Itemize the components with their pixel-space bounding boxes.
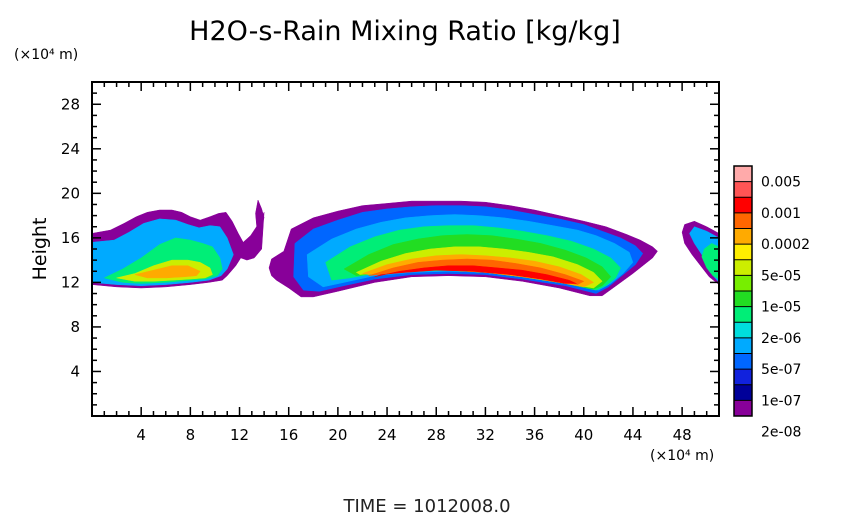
plot-layers	[91, 199, 720, 298]
colorbar-swatch-6	[734, 259, 752, 276]
y-ticks: 4 8 12 16 20 24 28	[61, 92, 719, 406]
colorbar-swatch-0	[734, 166, 752, 182]
colorbar-swatch-11	[734, 337, 752, 354]
x-tick-label: 12	[230, 426, 249, 444]
contour-center-0.005-14	[374, 265, 577, 284]
colorbar-label: 1e-05	[761, 300, 801, 316]
contour-left-2e-08-18	[254, 199, 265, 241]
x-tick-label: 36	[525, 426, 544, 444]
x-tick-label: 48	[673, 426, 692, 444]
colorbar-label: 5e-07	[761, 362, 801, 378]
colorbar-swatch-5	[734, 244, 752, 260]
contour-right-2e-06-17	[701, 243, 720, 280]
y-tick-label: 20	[61, 184, 80, 202]
colorbar-swatch-10	[734, 322, 752, 338]
x-tick-label: 28	[427, 426, 446, 444]
colorbar-label: 2e-06	[761, 331, 801, 347]
colorbar-label: 0.001	[761, 206, 801, 222]
y-unit-label: (×10⁴ m)	[14, 47, 78, 63]
y-axis-label: Height	[29, 218, 51, 281]
colorbar: 0.005 0.001 0.0002 5e-05 1e-05 2e-06 5e-07 1e-0…	[733, 165, 810, 441]
colorbar-swatch-2	[734, 197, 752, 213]
colorbar-swatch-3	[734, 212, 752, 229]
colorbar-label: 0.0002	[761, 237, 810, 253]
colorbar-swatch-14	[734, 384, 752, 401]
x-unit-label: (×10⁴ m)	[650, 448, 714, 464]
x-tick-label: 44	[623, 426, 642, 444]
contour-left-0.0002-5	[134, 265, 201, 279]
chart-title: H2O-s-Rain Mixing Ratio [kg/kg]	[189, 16, 621, 47]
x-tick-label: 8	[186, 426, 196, 444]
y-tick-label: 28	[61, 95, 80, 113]
x-tick-label: 20	[328, 426, 347, 444]
colorbar-label: 0.005	[761, 175, 801, 191]
y-tick-label: 24	[61, 140, 80, 158]
y-tick-label: 16	[61, 229, 80, 247]
colorbar-swatch-8	[734, 291, 752, 307]
y-tick-label: 8	[70, 318, 80, 336]
x-tick-label: 4	[136, 426, 146, 444]
x-ticks: 4 8 12 16 20 24 28 32 36 40 44 48	[103, 82, 720, 444]
time-label: TIME = 1012008.0	[342, 496, 510, 517]
colorbar-label: 1e-07	[761, 393, 801, 409]
colorbar-swatch-4	[734, 228, 752, 245]
colorbar-swatch-7	[734, 275, 752, 291]
colorbar-frame	[733, 165, 753, 417]
colorbar-swatch-1	[734, 181, 752, 198]
colorbar-swatch-12	[734, 353, 752, 370]
y-tick-label: 12	[61, 273, 80, 291]
colorbar-swatch-15	[734, 400, 752, 416]
colorbar-label: 5e-05	[761, 268, 801, 284]
colorbar-label: 2e-08	[761, 425, 801, 441]
x-tick-label: 40	[574, 426, 593, 444]
x-tick-label: 24	[378, 426, 397, 444]
x-tick-label: 16	[279, 426, 298, 444]
colorbar-swatch-13	[734, 369, 752, 385]
x-tick-label: 32	[476, 426, 495, 444]
colorbar-swatch-9	[734, 306, 752, 323]
y-tick-label: 4	[70, 362, 80, 380]
